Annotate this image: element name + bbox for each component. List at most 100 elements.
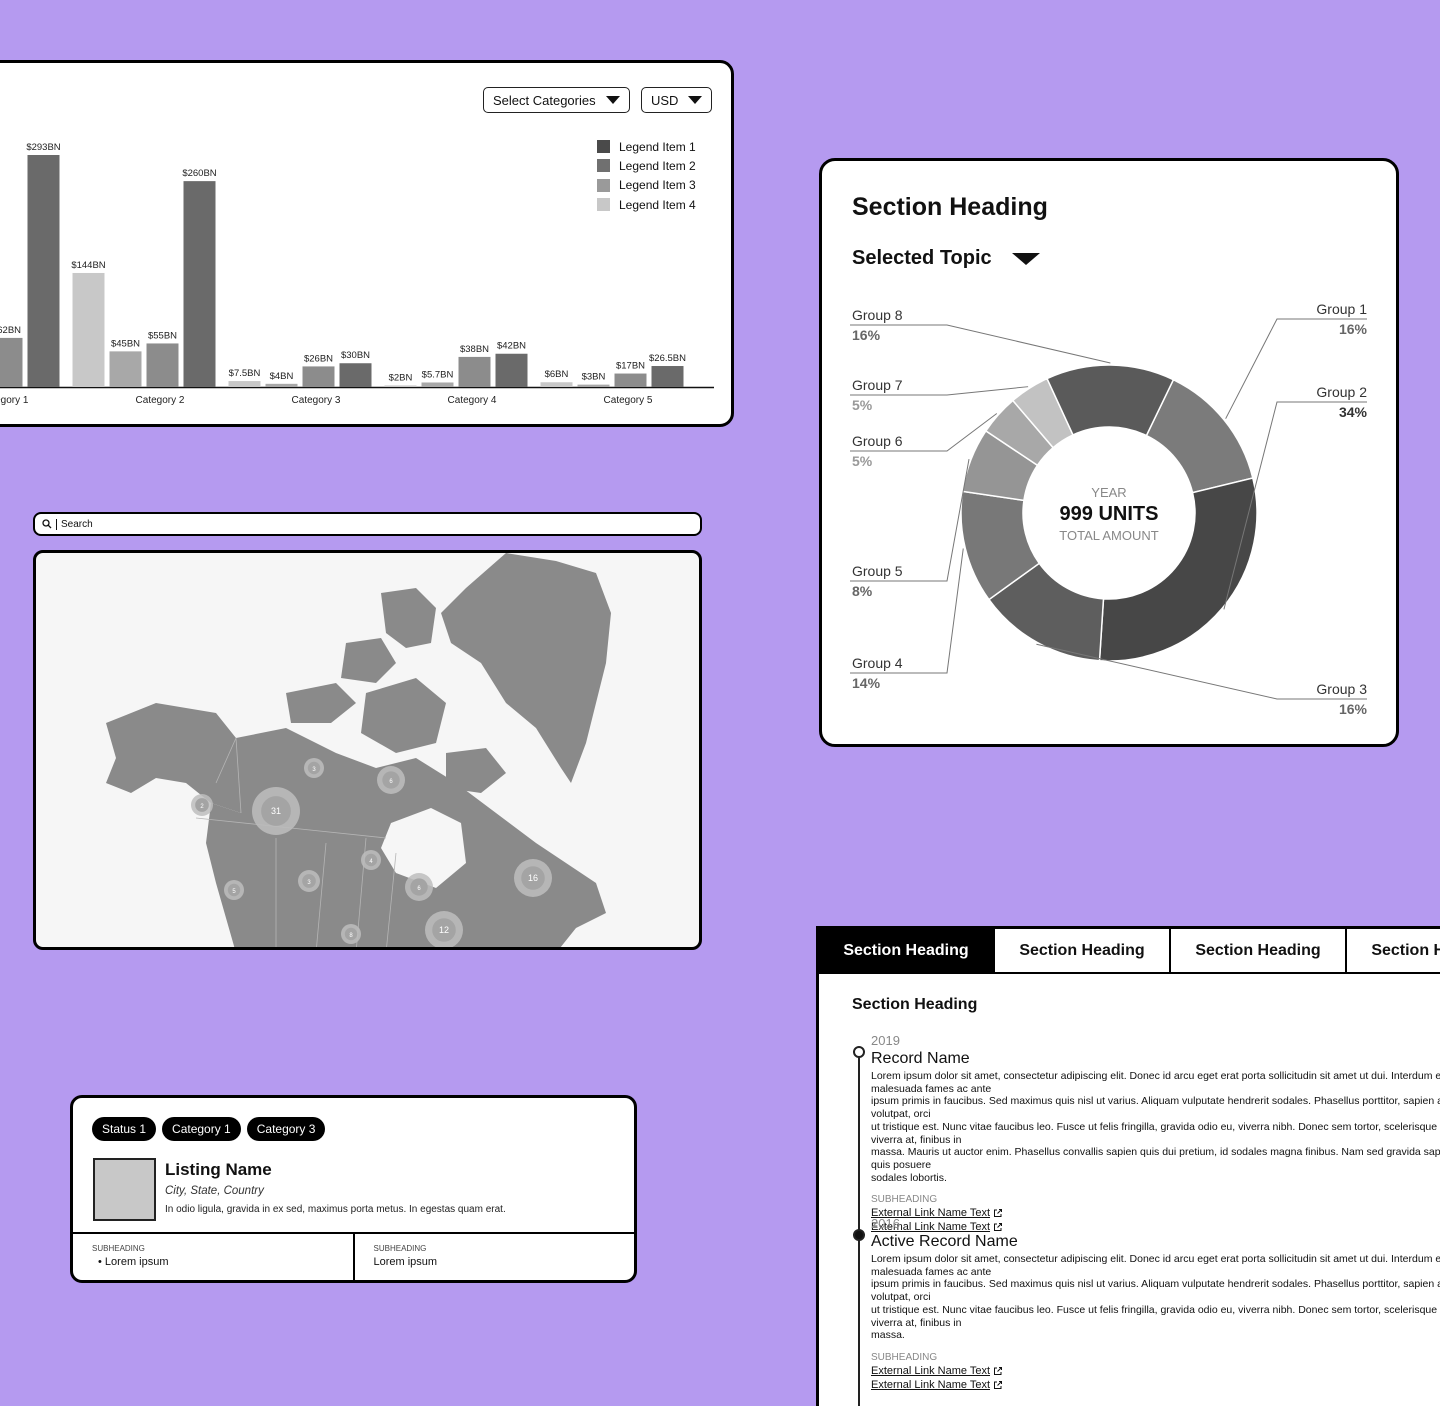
map-cluster-marker[interactable]: 6 <box>405 873 433 901</box>
record-name[interactable]: Record Name <box>871 1050 970 1067</box>
legend-item: Legend Item 3 <box>597 176 696 195</box>
link-text[interactable]: External Link Name Text <box>871 1364 991 1377</box>
center-year: YEAR <box>1091 485 1126 500</box>
group-percent: 5% <box>852 397 873 413</box>
map-cluster-marker[interactable]: 12 <box>425 911 463 949</box>
select-categories-dropdown[interactable]: Select Categories <box>483 87 630 113</box>
listing-footer-col: SUBHEADING • Lorem ipsum <box>73 1234 353 1280</box>
bar <box>146 343 179 387</box>
category-label: Category 2 <box>136 395 185 406</box>
bar-value-label: $5.7BN <box>422 369 454 380</box>
donut-chart-card: Section Heading Selected Topic YEAR 999 U… <box>819 158 1399 747</box>
category-chip[interactable]: Category 1 <box>162 1117 241 1141</box>
external-link-icon <box>994 1380 1003 1389</box>
cluster-core <box>307 761 321 775</box>
map-cluster-marker[interactable]: 6 <box>377 766 405 794</box>
bar <box>614 373 647 387</box>
currency-label: USD <box>651 92 679 108</box>
listing-thumbnail <box>93 1158 156 1221</box>
map-cluster-marker[interactable]: 2 <box>191 794 213 816</box>
center-caption: TOTAL AMOUNT <box>1059 528 1158 543</box>
listing-name[interactable]: Listing Name <box>165 1160 272 1179</box>
topic-label: Selected Topic <box>852 247 992 269</box>
category-chip[interactable]: Category 3 <box>246 1117 326 1141</box>
record-name[interactable]: Active Record Name <box>871 1233 1018 1250</box>
bar-value-label: $55BN <box>148 330 177 341</box>
legend-label: Legend Item 4 <box>619 197 696 212</box>
tab-bar: Section Heading Section Heading Section … <box>819 929 1440 974</box>
legend-label: Legend Item 2 <box>619 158 696 173</box>
map-cluster-marker[interactable]: 4 <box>361 850 381 870</box>
cluster-count: 31 <box>271 806 281 816</box>
cluster-core <box>521 866 545 890</box>
search-input[interactable]: Search <box>61 518 93 530</box>
leader-line <box>850 324 1111 364</box>
category-label: Category 5 <box>604 395 653 406</box>
donut-slice <box>1098 477 1258 662</box>
external-link[interactable]: External Link Name Text <box>871 1221 1440 1233</box>
legend-swatch <box>597 198 610 212</box>
group-label: Group 8 <box>852 307 903 323</box>
external-link[interactable]: External Link Name Text <box>871 1379 1440 1391</box>
map-cluster-marker[interactable]: 16 <box>514 859 552 897</box>
map-view[interactable]: 31 2 3 6 4 5 3 6 16 12 8 <box>36 553 702 950</box>
cluster-count: 3 <box>312 767 316 773</box>
cluster-count: 4 <box>369 859 373 865</box>
search-bar[interactable]: Search <box>33 512 702 536</box>
listing-footer-col: SUBHEADING Lorem ipsum <box>352 1234 635 1280</box>
map-cluster-marker[interactable]: 3 <box>298 870 320 892</box>
tab-3[interactable]: Section Heading <box>1171 929 1347 972</box>
map-cluster-marker[interactable]: 5 <box>224 880 244 900</box>
timeline-marker-active <box>853 1229 865 1241</box>
link-text[interactable]: External Link Name Text <box>871 1378 991 1391</box>
bar-value-label: $4BN <box>270 371 294 382</box>
listing-card[interactable]: Status 1 Category 1 Category 3 Listing N… <box>70 1095 637 1283</box>
bar-value-label: $293BN <box>26 142 60 153</box>
bar <box>577 384 610 387</box>
chevron-down-icon <box>605 96 620 104</box>
tab-1[interactable]: Section Heading <box>819 929 995 972</box>
text-cursor <box>56 518 57 530</box>
timeline-line <box>858 1049 860 1406</box>
map-cluster-marker[interactable]: 3 <box>304 758 324 778</box>
category-label: Category 1 <box>0 395 29 406</box>
timeline-record: 2016 Active Record Name Lorem ipsum dolo… <box>871 1216 1440 1391</box>
select-categories-label: Select Categories <box>493 92 596 108</box>
cluster-count: 5 <box>232 889 236 895</box>
legend-label: Legend Item 3 <box>619 178 696 193</box>
bar <box>183 181 216 387</box>
map-cluster-marker[interactable]: 31 <box>252 787 300 835</box>
bar <box>0 337 23 387</box>
external-link[interactable]: External Link Name Text <box>871 1365 1440 1377</box>
bar <box>27 155 60 387</box>
leader-line <box>1223 401 1367 610</box>
link-text[interactable]: External Link Name Text <box>871 1221 991 1234</box>
legend-item: Legend Item 4 <box>597 195 696 214</box>
timeline-record: 2019 Record Name Lorem ipsum dolor sit a… <box>871 1033 1440 1233</box>
cluster-count: 16 <box>528 873 538 883</box>
external-link[interactable]: External Link Name Text <box>871 1207 1440 1219</box>
footer-subheading: SUBHEADING <box>373 1244 427 1253</box>
map-card[interactable]: 31 2 3 6 4 5 3 6 16 12 8 <box>33 550 702 950</box>
listing-description: In odio ligula, gravida in ex sed, maxim… <box>165 1204 506 1215</box>
bar-value-label: $26BN <box>304 353 333 364</box>
cluster-count: 2 <box>200 804 204 810</box>
topic-dropdown[interactable]: Selected Topic <box>852 247 1040 270</box>
search-icon <box>42 519 52 529</box>
currency-dropdown[interactable]: USD <box>641 87 713 113</box>
timeline-card: Section Heading Section Heading Section … <box>816 926 1440 1406</box>
cluster-core <box>195 798 209 812</box>
bar-value-label: $6BN <box>545 369 569 380</box>
leader-line <box>850 548 964 674</box>
cluster-core <box>302 874 316 888</box>
bar-chart-card: Select Categories USD Legend Item 1 Lege… <box>0 60 734 427</box>
map-cluster-marker[interactable]: 8 <box>341 924 361 944</box>
tab-2[interactable]: Section Heading <box>995 929 1171 972</box>
bar <box>540 382 573 387</box>
center-value: 999 UNITS <box>1060 503 1159 525</box>
cluster-core <box>344 927 358 941</box>
tab-4[interactable]: Section Heading <box>1347 929 1440 972</box>
link-text[interactable]: External Link Name Text <box>871 1207 991 1220</box>
status-chip[interactable]: Status 1 <box>92 1117 157 1141</box>
map-clusters[interactable]: 31 2 3 6 4 5 3 6 16 12 8 <box>191 758 552 949</box>
